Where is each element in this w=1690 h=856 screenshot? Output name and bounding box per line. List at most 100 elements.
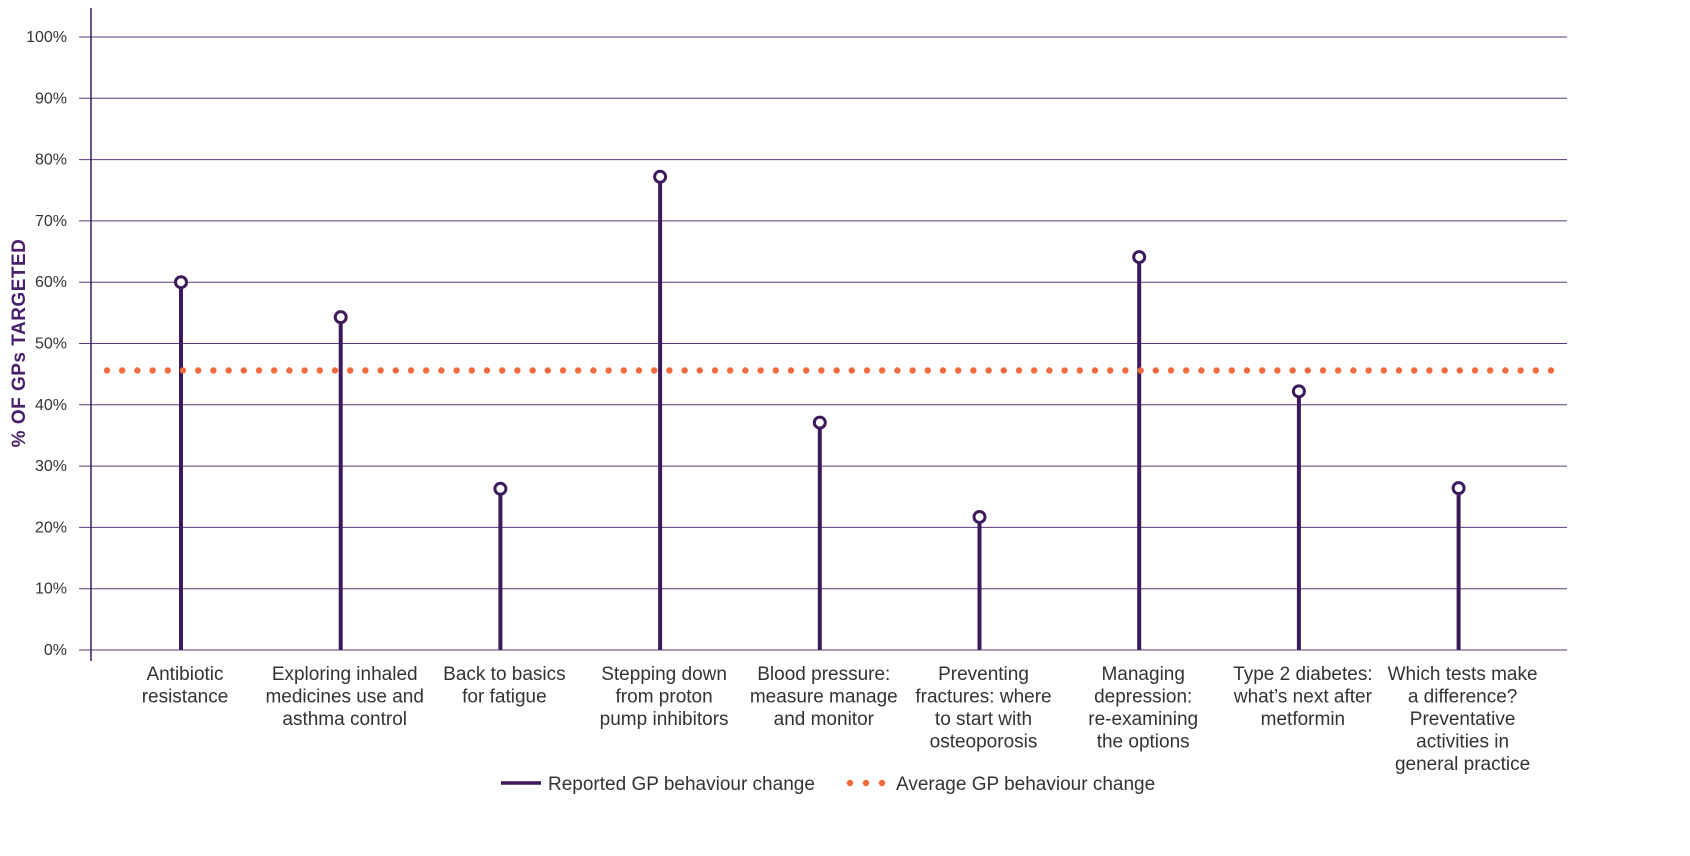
data-stems bbox=[179, 181, 1461, 650]
average-dot bbox=[331, 367, 339, 374]
x-tick-label: Stepping down from proton pump inhibitors bbox=[600, 664, 729, 730]
average-dot bbox=[1547, 367, 1555, 374]
average-dot bbox=[362, 367, 369, 374]
average-dot bbox=[134, 367, 141, 374]
average-dot bbox=[985, 367, 992, 374]
average-dot bbox=[407, 367, 415, 374]
data-point bbox=[174, 275, 188, 290]
average-dot bbox=[1046, 367, 1053, 374]
average-dot bbox=[620, 367, 627, 374]
average-dot bbox=[1456, 367, 1464, 374]
x-tick-label: Preventing fractures: where to start with o… bbox=[915, 664, 1051, 753]
average-dot bbox=[1441, 367, 1448, 374]
y-axis-title: % OF GPs TARGETED bbox=[9, 239, 30, 448]
gridlines bbox=[79, 36, 1567, 651]
average-dot bbox=[1319, 367, 1327, 374]
average-dot bbox=[1152, 367, 1160, 374]
average-dot bbox=[787, 367, 795, 374]
average-dot bbox=[195, 367, 202, 374]
data-point bbox=[1132, 250, 1147, 265]
x-tick-label: Managing depression: re-examining the optio… bbox=[1088, 664, 1198, 753]
average-dot bbox=[225, 367, 232, 374]
x-tick-label: Back to basics for fatigue bbox=[443, 664, 566, 708]
average-dot bbox=[255, 367, 263, 374]
legend: Reported GP behaviour change Average GP … bbox=[501, 774, 1155, 795]
average-dot bbox=[1259, 367, 1266, 374]
average-dot bbox=[635, 367, 643, 374]
y-tick-label: 100% bbox=[26, 29, 67, 46]
average-dot bbox=[955, 367, 962, 374]
average-dot bbox=[483, 367, 491, 374]
average-dot bbox=[803, 367, 810, 374]
y-tick-label: 50% bbox=[35, 336, 67, 353]
average-dot bbox=[1289, 367, 1296, 374]
average-dot bbox=[392, 367, 399, 374]
average-dot bbox=[149, 367, 156, 374]
average-dot bbox=[438, 367, 445, 374]
average-line bbox=[103, 367, 1555, 374]
average-dot bbox=[559, 367, 567, 374]
data-point bbox=[333, 310, 348, 325]
average-dot bbox=[742, 367, 749, 374]
average-dot bbox=[1380, 367, 1388, 374]
legend-series-label: Reported GP behaviour change bbox=[548, 774, 815, 795]
y-tick-label: 90% bbox=[35, 90, 67, 107]
x-tick-label: Which tests make a difference? Preventativ… bbox=[1388, 664, 1538, 775]
x-tick-label: Antibiotic resistance bbox=[142, 664, 229, 708]
average-dot bbox=[1091, 367, 1099, 374]
average-dot bbox=[1365, 367, 1372, 374]
data-point bbox=[1291, 384, 1306, 399]
average-dot bbox=[666, 367, 673, 374]
average-dot bbox=[1137, 367, 1144, 374]
average-dot bbox=[301, 367, 308, 374]
legend-average-dot bbox=[846, 779, 854, 787]
x-axis-labels: Antibiotic resistance Exploring inhaled med… bbox=[142, 664, 1538, 775]
y-tick-label: 30% bbox=[35, 458, 67, 475]
average-dot bbox=[499, 367, 506, 374]
y-tick-label: 70% bbox=[35, 213, 67, 230]
average-dot bbox=[164, 367, 171, 374]
average-dot bbox=[1061, 367, 1068, 374]
legend-average-dot bbox=[862, 779, 870, 787]
average-dot bbox=[286, 367, 293, 374]
data-point bbox=[653, 169, 668, 184]
average-dot bbox=[453, 367, 460, 374]
average-dot bbox=[1000, 367, 1007, 374]
average-dot bbox=[1502, 367, 1509, 374]
legend-average-dot bbox=[878, 779, 886, 787]
average-dot bbox=[514, 367, 521, 374]
average-dot bbox=[1426, 367, 1433, 374]
average-dot bbox=[1031, 367, 1038, 374]
average-dot bbox=[316, 367, 323, 374]
average-dot bbox=[1411, 367, 1418, 374]
y-axis-ticks: 0% 10% 20% 30% 40% 50% 60% 70% 80% 90% 100% bbox=[26, 29, 67, 659]
average-dot bbox=[590, 367, 597, 374]
average-dot bbox=[833, 367, 840, 374]
average-dot bbox=[210, 367, 217, 374]
average-dot bbox=[681, 367, 688, 374]
average-dot bbox=[1335, 367, 1342, 374]
average-dot bbox=[1532, 367, 1540, 374]
x-tick-label: Exploring inhaled medicines use and asthma… bbox=[265, 664, 423, 730]
average-dot bbox=[347, 367, 354, 374]
average-dot bbox=[1350, 367, 1357, 374]
average-dot bbox=[605, 367, 612, 374]
average-dot bbox=[818, 367, 825, 374]
average-dot bbox=[711, 367, 719, 374]
average-dot bbox=[1015, 367, 1023, 374]
average-dot bbox=[1107, 367, 1114, 374]
average-dot bbox=[696, 367, 703, 374]
average-dot bbox=[271, 367, 278, 374]
average-dot bbox=[1517, 367, 1524, 374]
y-tick-label: 0% bbox=[44, 642, 67, 659]
average-dot bbox=[651, 367, 658, 374]
legend-average-label: Average GP behaviour change bbox=[896, 774, 1155, 795]
y-tick-label: 40% bbox=[35, 397, 67, 414]
average-dot bbox=[1487, 367, 1494, 374]
average-dot bbox=[1076, 367, 1084, 374]
x-tick-label: Type 2 diabetes: what’s next after metform… bbox=[1233, 664, 1373, 730]
average-dot bbox=[924, 367, 931, 374]
data-point bbox=[812, 415, 827, 430]
data-point bbox=[972, 509, 987, 524]
